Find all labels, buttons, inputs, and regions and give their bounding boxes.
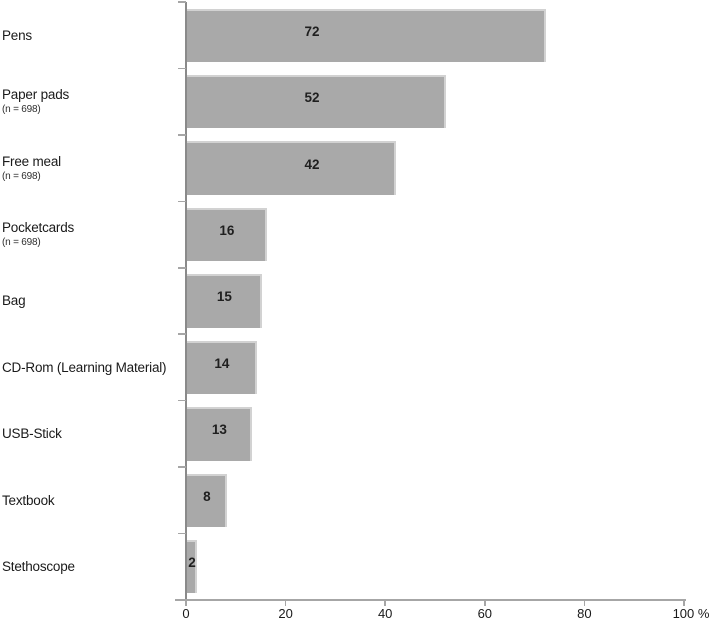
bar-value-label: 2 — [188, 555, 196, 571]
category-label: Bag — [2, 268, 182, 334]
category-label: Textbook — [2, 467, 182, 533]
bar — [187, 473, 227, 528]
category-label-text: Paper pads — [2, 87, 70, 103]
bar-value-label: 52 — [304, 90, 320, 106]
x-axis-tick-label: 80 — [577, 606, 592, 621]
x-axis-tick — [484, 600, 486, 606]
y-axis-tick — [178, 134, 186, 136]
category-label-text: Free meal — [2, 153, 61, 169]
x-axis-tick-label: 40 — [377, 606, 393, 621]
y-axis-tick — [178, 333, 186, 335]
category-label-text: Pens — [2, 27, 32, 43]
y-axis-tick — [178, 399, 186, 402]
category-label-text: Pocketcards — [2, 220, 75, 236]
category-label-text: Stethoscope — [2, 559, 75, 575]
y-axis-tick — [178, 200, 186, 203]
category-subnote: (n = 698) — [2, 237, 41, 249]
bar-value-label: 16 — [219, 223, 235, 239]
bar-value-label: 15 — [216, 289, 232, 305]
x-axis-line — [175, 599, 686, 601]
category-label: Paper pads (n = 698) — [2, 68, 182, 134]
y-axis-tick — [178, 67, 186, 70]
category-label: Pens — [2, 2, 182, 68]
y-axis-tick — [178, 466, 186, 468]
bar — [187, 141, 397, 195]
category-label: Stethoscope — [2, 534, 182, 600]
bar-value-label: 13 — [211, 422, 227, 438]
x-axis-tick-label: 20 — [278, 606, 293, 621]
x-axis-tick — [185, 600, 187, 606]
y-axis-tick — [178, 267, 186, 269]
bar-value-label: 14 — [214, 355, 230, 371]
bar — [187, 340, 257, 395]
bar — [187, 407, 252, 461]
y-axis-tick — [178, 532, 186, 535]
category-label-text: Textbook — [2, 492, 55, 508]
y-axis-tick — [178, 1, 186, 3]
x-axis-tick-label: 0 — [182, 606, 190, 621]
x-axis-tick — [683, 600, 685, 606]
category-label-text: CD-Rom (Learning Material) — [2, 359, 167, 375]
category-label: Pocketcards (n = 698) — [2, 201, 182, 267]
bar-value-label: 8 — [203, 488, 211, 504]
bar — [187, 74, 446, 129]
bar-value-label: 72 — [304, 23, 320, 39]
x-axis-tick — [583, 600, 586, 606]
category-label: USB-Stick — [2, 401, 182, 467]
category-label: Free meal (n = 698) — [2, 135, 182, 201]
bar — [187, 8, 546, 62]
x-axis-tick — [284, 600, 287, 606]
category-subnote: (n = 698) — [2, 104, 41, 116]
bar — [187, 207, 267, 262]
category-label-text: USB-Stick — [2, 426, 62, 442]
category-label-text: Bag — [2, 293, 26, 309]
x-axis-tick-label: 100 % — [672, 606, 709, 621]
x-axis-tick-label: 60 — [477, 606, 493, 621]
category-subnote: (n = 698) — [2, 170, 41, 182]
y-axis-line — [185, 2, 187, 606]
category-label: CD-Rom (Learning Material) — [2, 334, 182, 400]
bar — [187, 274, 262, 328]
bar — [187, 540, 197, 594]
bar-value-label: 42 — [304, 156, 320, 172]
x-axis-tick — [384, 600, 386, 606]
